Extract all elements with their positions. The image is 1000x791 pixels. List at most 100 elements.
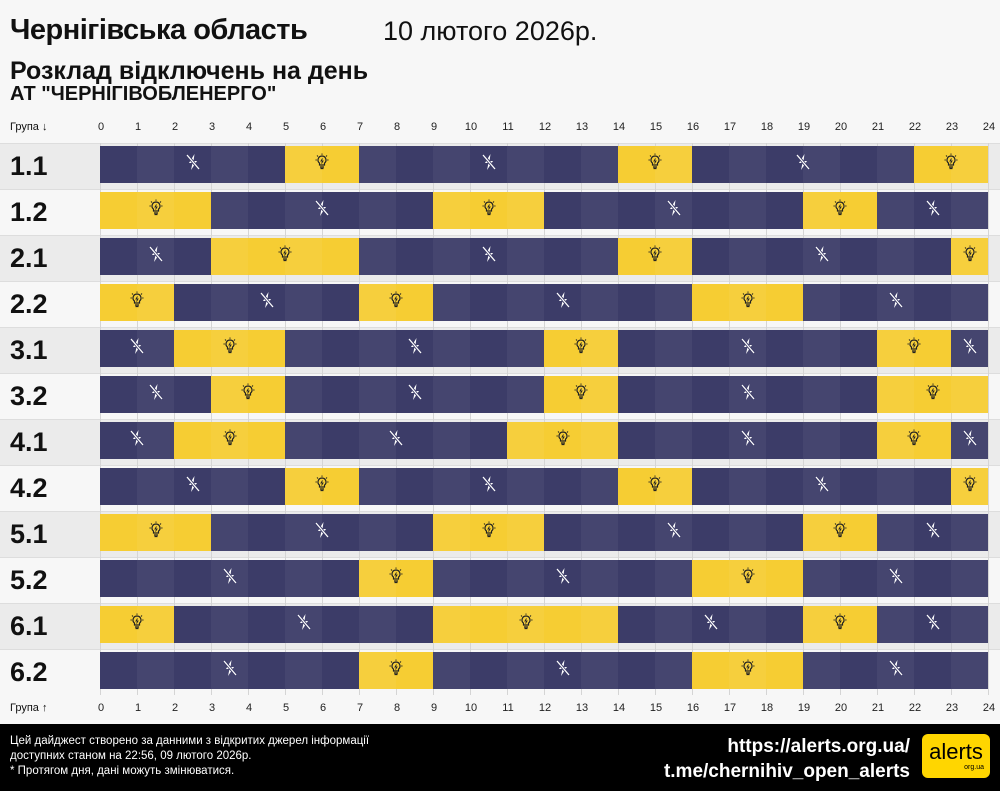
- schedule-segment-power-on[interactable]: [359, 652, 433, 689]
- schedule-segment-power-off[interactable]: [692, 468, 951, 505]
- no-power-icon: [794, 153, 812, 176]
- schedule-segment-power-off[interactable]: [100, 560, 359, 597]
- schedule-segment-power-off[interactable]: [100, 376, 211, 413]
- hour-tick-top: 14: [612, 121, 626, 133]
- hour-gridline: [322, 143, 323, 695]
- schedule-segment-power-off[interactable]: [618, 376, 877, 413]
- schedule-segment-power-off[interactable]: [803, 560, 988, 597]
- schedule-segment-power-on[interactable]: [174, 330, 285, 367]
- footer-links: https://alerts.org.ua/ t.me/chernihiv_op…: [664, 734, 910, 784]
- schedule-segment-power-off[interactable]: [100, 422, 174, 459]
- schedule-segment-power-off[interactable]: [211, 192, 433, 229]
- schedule-segment-power-off[interactable]: [433, 284, 692, 321]
- schedule-segment-power-off[interactable]: [100, 146, 285, 183]
- hour-shade: [211, 514, 248, 551]
- schedule-segment-power-off[interactable]: [211, 514, 433, 551]
- schedule-segment-power-on[interactable]: [914, 146, 988, 183]
- hour-shade: [877, 192, 914, 229]
- schedule-segment-power-off[interactable]: [285, 422, 507, 459]
- schedule-segment-power-off[interactable]: [100, 652, 359, 689]
- schedule-segment-power-off[interactable]: [803, 652, 988, 689]
- schedule-segment-power-on[interactable]: [100, 284, 174, 321]
- schedule-segment-power-on[interactable]: [618, 238, 692, 275]
- schedule-segment-power-on[interactable]: [433, 606, 618, 643]
- schedule-segment-power-off[interactable]: [877, 192, 988, 229]
- hour-shade: [285, 238, 322, 275]
- schedule-segment-power-on[interactable]: [877, 330, 951, 367]
- schedule-segment-power-off[interactable]: [692, 238, 951, 275]
- lightbulb-icon: [739, 567, 757, 590]
- schedule-segment-power-on[interactable]: [544, 330, 618, 367]
- schedule-segment-power-on[interactable]: [803, 606, 877, 643]
- company-name: АТ "ЧЕРНІГІВОБЛЕНЕРГО": [10, 83, 277, 105]
- no-power-icon: [887, 659, 905, 682]
- schedule-segment-power-off[interactable]: [285, 330, 544, 367]
- schedule-segment-power-on[interactable]: [877, 376, 988, 413]
- schedule-segment-power-off[interactable]: [174, 284, 359, 321]
- schedule-segment-power-off[interactable]: [618, 422, 877, 459]
- schedule-segment-power-off[interactable]: [803, 284, 988, 321]
- schedule-segment-power-on[interactable]: [951, 238, 988, 275]
- schedule-segment-power-off[interactable]: [174, 606, 433, 643]
- schedule-segment-power-off[interactable]: [359, 468, 618, 505]
- schedule-segment-power-on[interactable]: [618, 468, 692, 505]
- schedule-segment-power-on[interactable]: [211, 376, 285, 413]
- schedule-segment-power-off[interactable]: [544, 514, 803, 551]
- schedule-segment-power-on[interactable]: [100, 606, 174, 643]
- schedule-segment-power-off[interactable]: [100, 468, 285, 505]
- schedule-segment-power-on[interactable]: [359, 284, 433, 321]
- hour-shade: [433, 606, 470, 643]
- schedule-segment-power-on[interactable]: [433, 514, 544, 551]
- schedule-segment-power-on[interactable]: [692, 284, 803, 321]
- schedule-segment-power-off[interactable]: [877, 606, 988, 643]
- schedule-segment-power-off[interactable]: [951, 330, 988, 367]
- schedule-segment-power-off[interactable]: [618, 330, 877, 367]
- schedule-segment-power-on[interactable]: [359, 560, 433, 597]
- lightbulb-icon: [147, 521, 165, 544]
- schedule-segment-power-on[interactable]: [544, 376, 618, 413]
- no-power-icon: [665, 199, 683, 222]
- schedule-segment-power-off[interactable]: [618, 606, 803, 643]
- hour-shade: [137, 284, 174, 321]
- no-power-icon: [184, 475, 202, 498]
- schedule-segment-power-on[interactable]: [803, 192, 877, 229]
- schedule-segment-power-on[interactable]: [100, 514, 211, 551]
- hour-shade: [877, 422, 914, 459]
- schedule-segment-power-off[interactable]: [359, 238, 618, 275]
- schedule-segment-power-on[interactable]: [618, 146, 692, 183]
- website-link[interactable]: https://alerts.org.ua/: [727, 736, 910, 757]
- hour-shade: [581, 514, 618, 551]
- schedule-segment-power-on[interactable]: [507, 422, 618, 459]
- schedule-segment-power-on[interactable]: [100, 192, 211, 229]
- schedule-segment-power-off[interactable]: [692, 146, 914, 183]
- hour-shade: [803, 422, 840, 459]
- schedule-segment-power-off[interactable]: [544, 192, 803, 229]
- schedule-segment-power-on[interactable]: [692, 560, 803, 597]
- schedule-segment-power-on[interactable]: [211, 238, 359, 275]
- schedule-segment-power-on[interactable]: [285, 146, 359, 183]
- schedule-segment-power-off[interactable]: [100, 238, 211, 275]
- hour-shade: [951, 284, 988, 321]
- telegram-link[interactable]: t.me/chernihiv_open_alerts: [663, 761, 910, 782]
- hour-shade: [951, 192, 988, 229]
- hour-tick-bottom: 20: [834, 702, 848, 714]
- hour-shade: [211, 284, 248, 321]
- no-power-icon: [665, 521, 683, 544]
- hour-tick-bottom: 21: [871, 702, 885, 714]
- hour-shade: [359, 422, 396, 459]
- schedule-segment-power-off[interactable]: [951, 422, 988, 459]
- no-power-icon: [258, 291, 276, 314]
- schedule-segment-power-on[interactable]: [877, 422, 951, 459]
- schedule-segment-power-off[interactable]: [359, 146, 618, 183]
- schedule-segment-power-on[interactable]: [803, 514, 877, 551]
- schedule-segment-power-off[interactable]: [433, 560, 692, 597]
- schedule-segment-power-off[interactable]: [285, 376, 544, 413]
- schedule-segment-power-off[interactable]: [433, 652, 692, 689]
- schedule-segment-power-on[interactable]: [174, 422, 285, 459]
- schedule-segment-power-on[interactable]: [951, 468, 988, 505]
- schedule-segment-power-off[interactable]: [877, 514, 988, 551]
- schedule-segment-power-off[interactable]: [100, 330, 174, 367]
- schedule-segment-power-on[interactable]: [285, 468, 359, 505]
- schedule-segment-power-on[interactable]: [433, 192, 544, 229]
- schedule-segment-power-on[interactable]: [692, 652, 803, 689]
